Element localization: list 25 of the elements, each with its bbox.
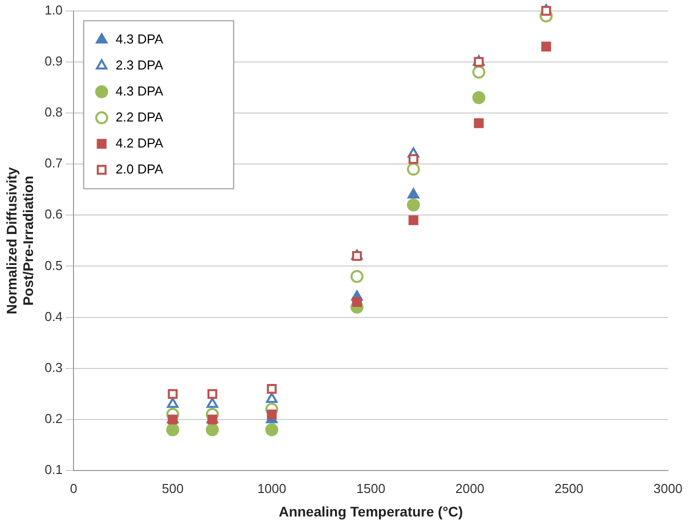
x-axis-title: Annealing Temperature (°C) [278,503,463,520]
x-tick-label: 0 [70,480,78,496]
y-tick-label: 0.5 [44,258,63,273]
y-tick-label: 0.4 [44,308,63,324]
x-tick-label: 500 [162,480,184,496]
x-tick-label: 2500 [554,480,584,496]
x-tick-label: 2000 [455,480,484,496]
x-tick-label: 1000 [257,480,286,496]
x-tick-label: 3000 [654,480,682,496]
y-tick-label: 0.1 [44,462,63,478]
legend-label: 4.2 DPA [116,135,164,150]
y-tick-label: 0.3 [44,360,63,375]
y-tick-label: 0.6 [44,206,63,222]
y-axis-title: Normalized Diffusivity Post/Pre-Irradiation [3,166,36,314]
y-tick-label: 0.7 [44,156,63,171]
x-tick-label: 1500 [356,480,386,496]
legend-label: 4.3 DPA [116,83,164,98]
legend-label: 2.2 DPA [116,109,164,124]
y-tick-label: 1.0 [44,2,63,18]
legend-label: 4.3 DPA [116,31,164,46]
y-tick-label: 0.9 [44,53,63,68]
y-tick-label: 0.2 [44,411,63,426]
legend-label: 2.0 DPA [116,161,164,176]
legend-label: 2.3 DPA [116,57,164,72]
y-tick-label: 0.8 [44,104,63,120]
